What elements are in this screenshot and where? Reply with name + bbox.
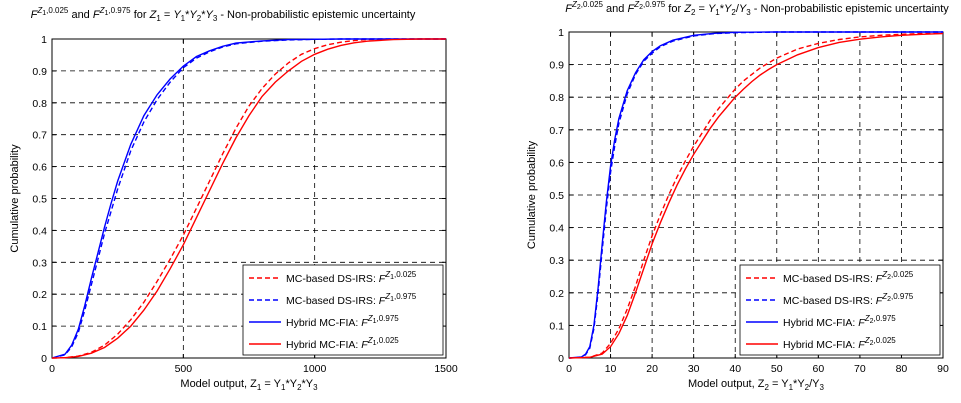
- series-line-3: [568, 31, 943, 359]
- legend-label: Hybrid MC-FIA: FZ1,0.975: [286, 314, 399, 329]
- legend-label: Hybrid MC-FIA: FZ1,0.025: [286, 336, 399, 351]
- x-axis-label: Model output, Z1 = Y1*Y2*Y3: [180, 378, 318, 392]
- x-tick-label: 50: [771, 363, 783, 375]
- y-tick-label: 0.5: [549, 190, 564, 202]
- y-tick-label: 0: [41, 353, 47, 365]
- y-tick-label: 0.6: [549, 157, 564, 169]
- y-tick-label: 1: [41, 34, 47, 46]
- chart-title: FZ1,0.025 and FZ1,0.975 for Z1 = Y1*Y2*Y…: [31, 6, 416, 23]
- x-axis-label: Model output, Z2 = Y1*Y2/Y3: [688, 378, 825, 392]
- series-line-1: [51, 38, 446, 359]
- y-tick-label: 0.4: [549, 223, 564, 235]
- y-tick-label: 0.2: [549, 288, 564, 300]
- x-tick-label: 1000: [303, 363, 327, 375]
- y-tick-label: 0.7: [549, 125, 564, 137]
- y-tick-label: 0.9: [32, 66, 47, 78]
- y-tick-label: 0.4: [32, 225, 47, 237]
- y-tick-label: 0.1: [549, 320, 564, 332]
- y-tick-label: 0.5: [32, 194, 47, 206]
- legend-label: Hybrid MC-FIA: FZ2,0.975: [783, 314, 896, 329]
- chart-panel-2: FZ2,0.025 and FZ2,0.975 for Z2 = Y1*Y2/Y…: [526, 0, 949, 392]
- y-tick-label: 0.3: [549, 255, 564, 267]
- legend: MC-based DS-IRS: FZ2,0.025 MC-based DS-IR…: [739, 264, 941, 356]
- x-tick-label: 1500: [434, 363, 458, 375]
- x-tick-label: 80: [896, 363, 908, 375]
- x-tick-label: 10: [605, 363, 617, 375]
- x-tick-label: 500: [175, 363, 193, 375]
- legend-label: Hybrid MC-FIA: FZ2,0.025: [783, 336, 896, 351]
- legend-label: MC-based DS-IRS: FZ2,0.975: [783, 292, 914, 307]
- y-tick-label: 0.8: [32, 98, 47, 110]
- y-tick-label: 0.8: [549, 92, 564, 104]
- y-tick-label: 0.1: [32, 321, 47, 333]
- y-axis-label: Cumulative probability: [9, 144, 21, 253]
- x-tick-label: 20: [646, 363, 658, 375]
- chart-panel-1: FZ1,0.025 and FZ1,0.975 for Z1 = Y1*Y2*Y…: [9, 6, 458, 392]
- x-tick-label: 70: [854, 363, 866, 375]
- series-line-3: [51, 38, 446, 359]
- x-tick-label: 0: [49, 363, 55, 375]
- x-tick-label: 0: [566, 363, 572, 375]
- x-tick-label: 60: [812, 363, 824, 375]
- y-tick-label: 0.7: [32, 130, 47, 142]
- series-line-4: [568, 32, 944, 359]
- y-tick-label: 1: [558, 27, 564, 39]
- legend-label: MC-based DS-IRS: FZ2,0.025: [783, 270, 914, 285]
- legend-label: MC-based DS-IRS: FZ1,0.975: [286, 292, 417, 307]
- y-tick-label: 0.6: [32, 162, 47, 174]
- y-axis-label: Cumulative probability: [526, 140, 538, 249]
- x-tick-label: 30: [688, 363, 700, 375]
- y-tick-label: 0.9: [549, 60, 564, 72]
- legend-box: [739, 264, 941, 356]
- y-tick-label: 0.3: [32, 257, 47, 269]
- legend: MC-based DS-IRS: FZ1,0.025 MC-based DS-IR…: [242, 264, 444, 356]
- legend-label: MC-based DS-IRS: FZ1,0.025: [286, 270, 417, 285]
- chart-title: FZ2,0.025 and FZ2,0.975 for Z2 = Y1*Y2/Y…: [565, 0, 949, 17]
- series-line-4: [51, 38, 446, 359]
- y-tick-label: 0: [558, 353, 564, 365]
- x-tick-label: 40: [729, 363, 741, 375]
- legend-box: [242, 264, 444, 356]
- series-line-1: [568, 32, 944, 359]
- x-tick-label: 90: [937, 363, 949, 375]
- y-tick-label: 0.2: [32, 289, 47, 301]
